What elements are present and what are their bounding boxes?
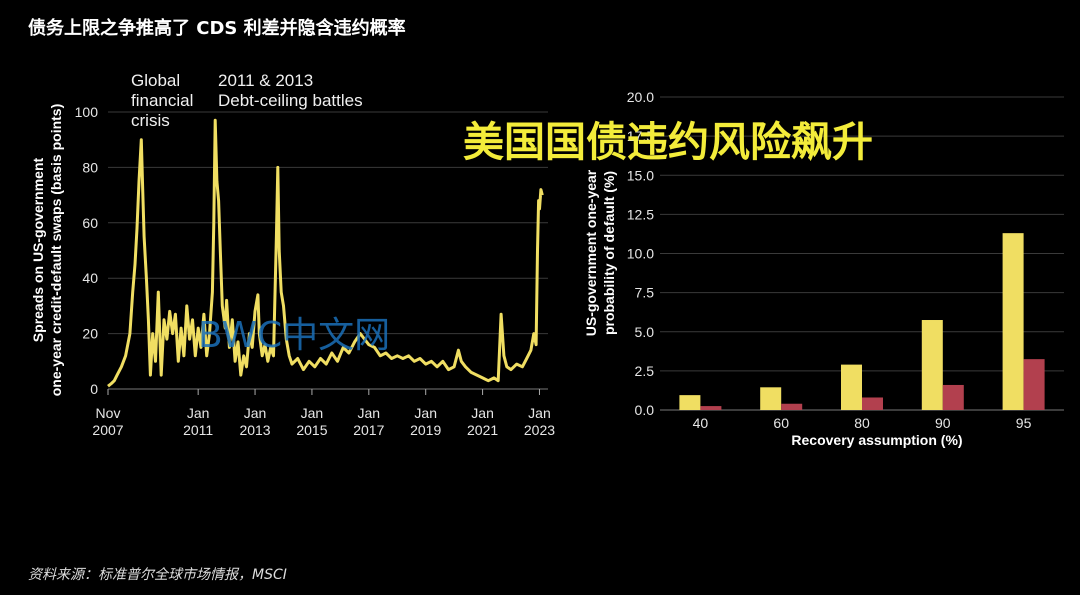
bar-xtick-label: 90 xyxy=(935,415,951,431)
bar-ytick-label: 5.0 xyxy=(635,324,655,340)
bar-secondary-60 xyxy=(781,403,803,410)
bar-ytick-label: 10.0 xyxy=(627,246,654,262)
annotation-debt-ceiling: 2011 & 2013 xyxy=(218,71,313,90)
bar-primary-60 xyxy=(760,387,782,410)
line-ytick-label: 100 xyxy=(75,104,99,120)
bar-ytick-label: 17.5 xyxy=(627,128,654,144)
line-xtick-label: Jan xyxy=(187,405,210,421)
annotation-gfc: Global xyxy=(131,71,180,90)
line-ytick-label: 60 xyxy=(82,215,98,231)
line-xtick-label: Jan xyxy=(414,405,437,421)
line-xtick-label: Jan xyxy=(471,405,494,421)
bar-ytick-label: 0.0 xyxy=(635,402,655,418)
line-xtick-year: 2017 xyxy=(353,422,384,438)
watermark: BWC中文网 xyxy=(198,315,391,356)
line-xtick-year: 2013 xyxy=(239,422,270,438)
bar-primary-80 xyxy=(841,364,862,410)
line-xtick-label: Jan xyxy=(528,405,551,421)
line-ytick-label: 40 xyxy=(82,270,98,286)
line-xtick-label: Jan xyxy=(301,405,324,421)
line-xtick-year: 2015 xyxy=(296,422,327,438)
bar-secondary-90 xyxy=(942,384,964,410)
bar-primary-90 xyxy=(921,320,943,410)
bar-ytick-label: 15.0 xyxy=(627,167,654,183)
bar-secondary-80 xyxy=(862,397,883,410)
bar-xtick-label: 95 xyxy=(1016,415,1032,431)
bar-ytick-label: 7.5 xyxy=(635,285,655,301)
bar-ylabel-2: probability of default (%) xyxy=(601,171,617,335)
bar-xtick-label: 40 xyxy=(693,415,709,431)
page-title: 债务上限之争推高了 CDS 利差并隐含违约概率 xyxy=(28,18,406,39)
source-note: 资料来源：标准普尔全球市场情报，MSCI xyxy=(28,567,287,583)
bar-primary-95 xyxy=(1002,233,1024,410)
line-xtick-year: 2021 xyxy=(467,422,498,438)
bar-primary-40 xyxy=(679,395,701,410)
line-xtick-label: Jan xyxy=(244,405,267,421)
bar-ytick-label: 12.5 xyxy=(627,206,654,222)
overlay-headline: 美国国债违约风险飙升 xyxy=(463,118,873,166)
cds-spread-line xyxy=(107,118,544,388)
annotation-debt-ceiling: Debt-ceiling battles xyxy=(218,91,363,110)
line-ylabel-1: Spreads on US-government xyxy=(30,157,46,342)
line-ylabel-2: one-year credit-default swaps (basis poi… xyxy=(48,104,64,397)
line-xtick-label: Jan xyxy=(358,405,381,421)
bar-ytick-label: 2.5 xyxy=(635,363,655,379)
line-xtick-label: Nov xyxy=(96,405,121,421)
annotation-gfc: financial xyxy=(131,91,193,110)
line-ytick-label: 80 xyxy=(82,159,98,175)
line-xtick-year: 2023 xyxy=(524,422,555,438)
bar-xlabel: Recovery assumption (%) xyxy=(791,432,962,448)
bar-secondary-40 xyxy=(700,406,722,410)
line-xtick-year: 2019 xyxy=(410,422,441,438)
bar-ytick-label: 20.0 xyxy=(627,89,654,105)
line-ytick-label: 20 xyxy=(82,326,98,342)
bar-xtick-label: 80 xyxy=(854,415,870,431)
bar-secondary-95 xyxy=(1023,359,1045,410)
line-ytick-label: 0 xyxy=(90,381,98,397)
line-xtick-year: 2011 xyxy=(183,422,213,438)
line-xtick-year: 2007 xyxy=(92,422,123,438)
annotation-gfc: crisis xyxy=(131,111,170,130)
bar-xtick-label: 60 xyxy=(773,415,789,431)
bar-ylabel-1: US-government one-year xyxy=(583,169,599,336)
